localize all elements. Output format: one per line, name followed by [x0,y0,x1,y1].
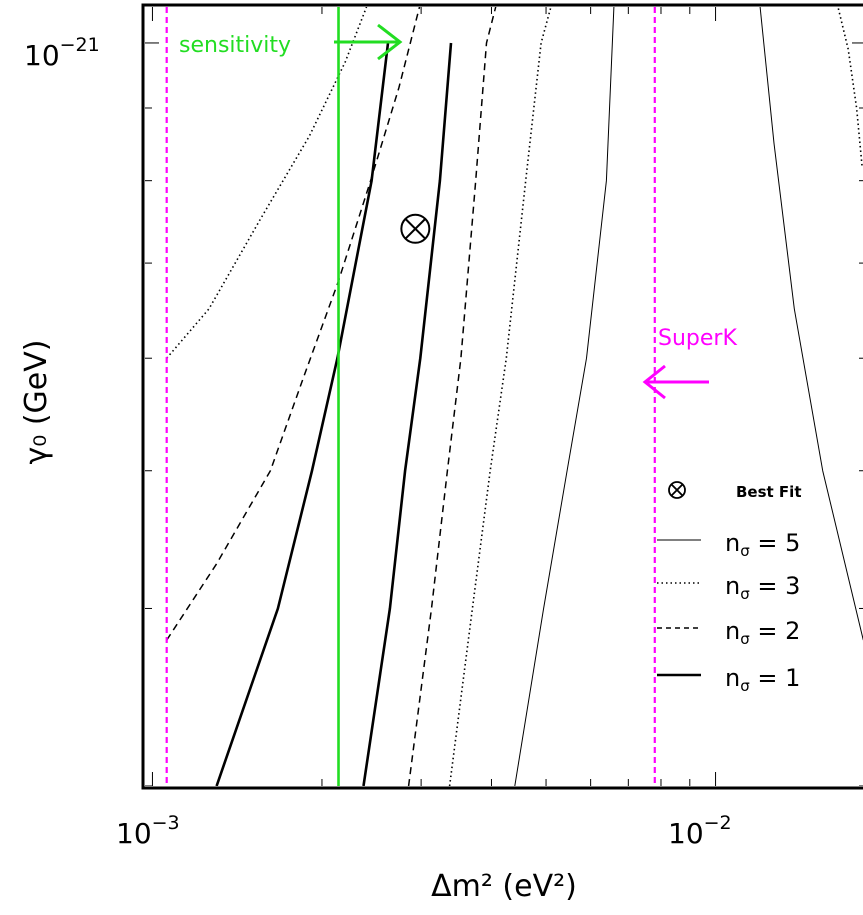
contour-n2-3 [407,7,497,786]
legend-label-n2: nσ = 2 [725,617,800,648]
contour-n1-0 [215,42,390,786]
contour-n3-5 [448,7,552,786]
x-tick-label: 10−2 [668,812,732,850]
contour-n5-7 [759,7,863,641]
x-axis-title: Δm² (eV²) [431,869,577,904]
contour-n5-6 [514,7,615,786]
best-fit-marker [400,213,431,244]
best-fit-circle [400,213,431,244]
best-fit-cross [404,218,426,240]
legend-label-n5: nσ = 5 [725,529,800,560]
sensitivity-label: sensitivity [179,33,291,58]
y-tick-label: 10−21 [24,34,100,72]
plot-frame [141,3,863,790]
superk-arrow [642,364,709,400]
legend-label-best-fit: Best Fit [736,483,802,501]
plot-area [145,7,863,786]
contour-n3-4 [166,7,368,359]
contour-n2-2 [166,7,421,641]
superk-label: SuperK [658,326,737,351]
sensitivity-arrow [334,23,403,61]
contour-n1-1 [362,42,453,786]
legend-best-fit-icon [668,481,686,499]
contour-n3-8 [837,7,863,166]
y-axis-title: γ₀ (GeV) [19,340,54,465]
legend-label-n1: nσ = 1 [725,664,800,695]
x-tick-label: 10−3 [116,812,180,850]
legend-label-n3: nσ = 3 [725,572,800,603]
legend: Best Fit nσ = 5 nσ = 3 nσ = 2 nσ = 1 [657,481,802,695]
